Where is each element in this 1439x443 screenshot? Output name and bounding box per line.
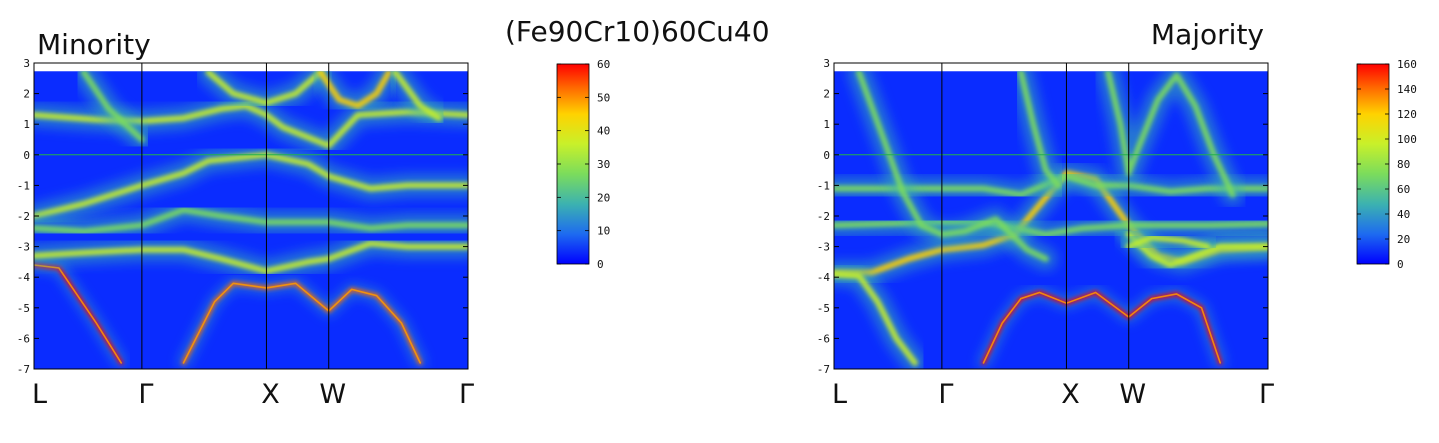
colorbar-label: 60 <box>597 58 610 71</box>
y-tick-label: -3 <box>17 241 30 254</box>
kpoint-label: L <box>32 379 47 410</box>
y-tick-label: -6 <box>817 332 830 345</box>
band-line <box>317 71 392 109</box>
colorbar-label: 0 <box>1397 258 1404 271</box>
band-line <box>1125 231 1268 268</box>
y-tick-label: 2 <box>823 88 830 101</box>
y-tick-label: 1 <box>23 118 30 131</box>
band-line <box>1017 71 1062 189</box>
kpoint-label: Γ <box>138 379 153 410</box>
colorbar-label: 0 <box>597 258 604 271</box>
majority-label: Majority <box>1151 18 1264 51</box>
band-line <box>834 271 918 366</box>
colorbar-gradient <box>1356 63 1390 265</box>
band-peak <box>34 264 122 364</box>
band-line <box>392 71 442 122</box>
colorbar-label: 160 <box>1397 58 1417 71</box>
kpoint-label: Γ <box>1259 379 1274 410</box>
band-line <box>80 71 145 143</box>
colorbar-label: 50 <box>597 91 610 104</box>
figure-title: (Fe90Cr10)60Cu40 <box>505 15 770 48</box>
y-tick-label: -2 <box>17 210 30 223</box>
y-tick-label: -1 <box>817 179 830 192</box>
y-tick-label: -1 <box>17 179 30 192</box>
colorbar-label: 80 <box>1397 158 1410 171</box>
colorbar-label: 40 <box>597 125 610 138</box>
colorbar-label: 10 <box>597 225 610 238</box>
y-tick-label: 3 <box>23 57 30 70</box>
kpoint-label: Γ <box>459 379 474 410</box>
kpoint-label: L <box>832 379 847 410</box>
colorbar-label: 30 <box>597 158 610 171</box>
majority-panel: Majority L Γ X W Γ 3 2 1 0 -1 -2 -3 -4 -5 -6 -7 160 140 120… <box>817 18 1417 410</box>
colorbar: 160 140 120 100 80 60 40 20 0 <box>1356 58 1417 271</box>
colorbar-label: 100 <box>1397 133 1417 146</box>
band-line <box>1105 71 1236 198</box>
y-tick-label: -4 <box>17 271 31 284</box>
kpoint-label: W <box>1119 379 1146 410</box>
y-tick-label: -5 <box>17 302 30 315</box>
colorbar-label: 20 <box>1397 233 1410 246</box>
minority-label: Minority <box>37 28 151 61</box>
y-tick-label: -4 <box>817 271 831 284</box>
y-tick-label: 1 <box>823 118 830 131</box>
plot-top-margin <box>34 63 468 72</box>
kpoint-label: Γ <box>938 379 953 410</box>
band-line <box>1125 234 1211 250</box>
colorbar-label: 120 <box>1397 108 1417 121</box>
kpoint-label: X <box>1061 379 1080 410</box>
y-tick-label: -5 <box>817 302 830 315</box>
colorbar-label: 60 <box>1397 183 1410 196</box>
y-tick-label: -3 <box>817 241 830 254</box>
band-peak <box>182 282 421 364</box>
colorbar-label: 140 <box>1397 83 1417 96</box>
y-tick-label: 2 <box>23 88 30 101</box>
y-tick-label: -6 <box>17 332 30 345</box>
y-tick-label: 0 <box>23 149 30 162</box>
y-tick-label: -2 <box>817 210 830 223</box>
colorbar-label: 20 <box>597 191 610 204</box>
y-tick-label: -7 <box>17 363 30 376</box>
colorbar-label: 40 <box>1397 208 1410 221</box>
plot-top-margin <box>834 63 1268 72</box>
kpoint-label: W <box>319 379 346 410</box>
kpoint-label: X <box>261 379 280 410</box>
colorbar-gradient <box>556 63 590 265</box>
y-tick-label: 0 <box>823 149 830 162</box>
y-tick-label: -7 <box>817 363 830 376</box>
band-peak <box>982 291 1221 364</box>
y-tick-label: 3 <box>823 57 830 70</box>
colorbar: 60 50 40 30 20 10 0 <box>556 58 610 271</box>
